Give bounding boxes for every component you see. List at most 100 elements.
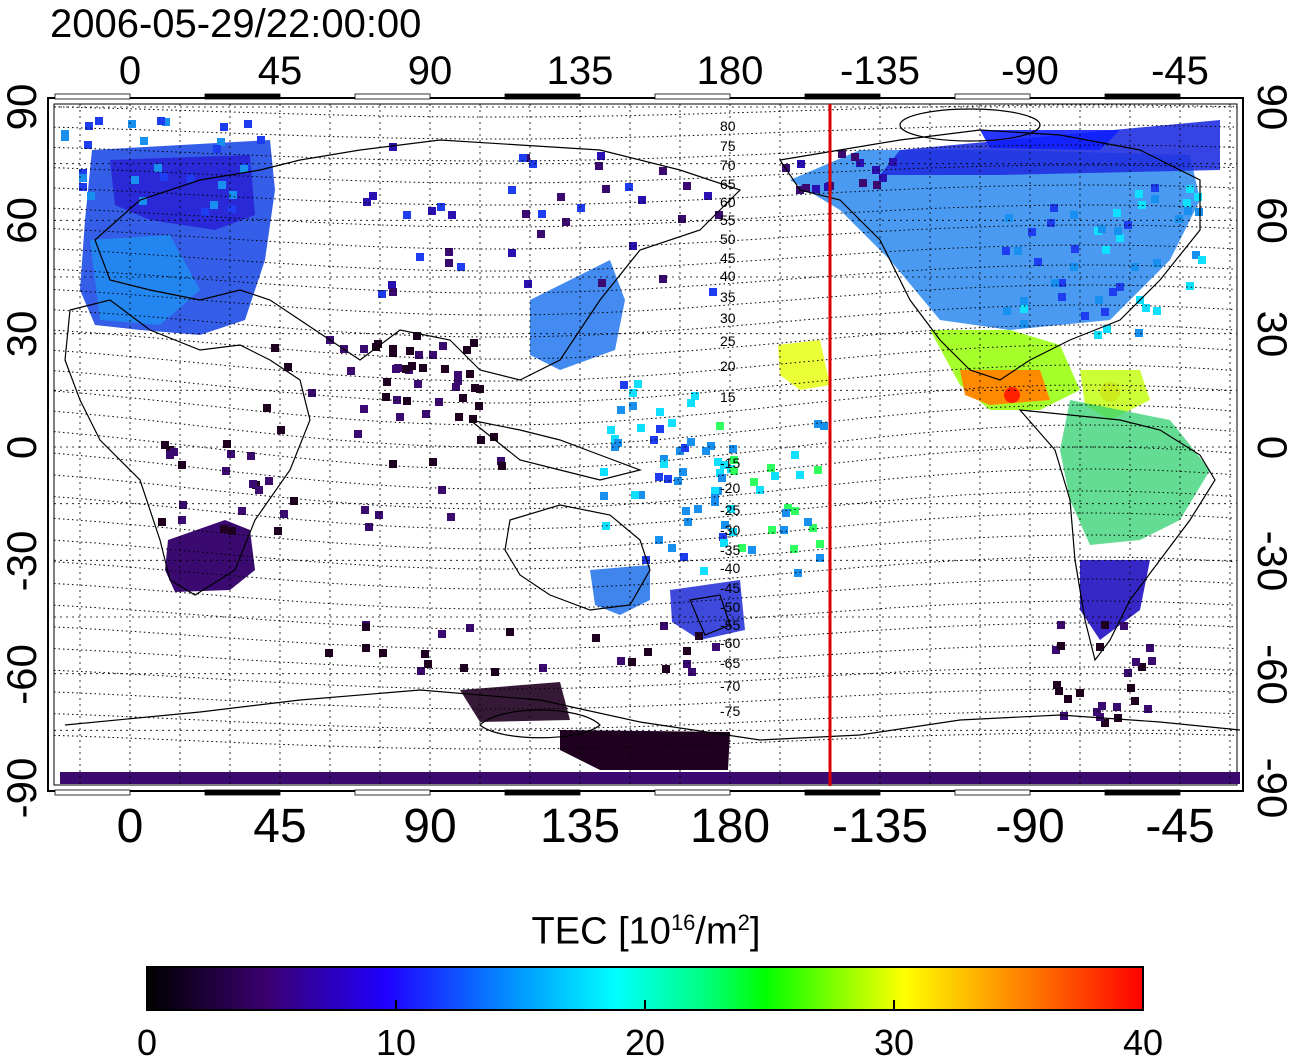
frame-tick-bar — [504, 93, 581, 100]
colorbar-ticks: 0 10 20 30 40 — [137, 1000, 1163, 1057]
contour-label: -40 — [720, 560, 740, 576]
tec-cell — [477, 436, 485, 444]
tec-cell — [222, 467, 230, 475]
tec-cell — [1148, 657, 1156, 665]
tec-cell — [557, 193, 565, 201]
tec-cell — [1071, 245, 1079, 253]
tec-cell — [637, 491, 645, 499]
tec-cell — [360, 345, 368, 353]
tec-cell — [435, 398, 443, 406]
tec-cell — [859, 179, 867, 187]
contour-label: -50 — [720, 599, 740, 615]
frame-tick-bar — [54, 93, 131, 100]
contour-line — [53, 164, 1235, 184]
tec-cell — [1051, 279, 1059, 287]
contour-label: -45 — [720, 580, 740, 596]
tec-cell — [655, 536, 663, 544]
tec-cell — [1186, 185, 1194, 193]
tec-cell — [87, 192, 95, 200]
tec-scatter-cells — [61, 117, 1206, 727]
contour-line — [53, 644, 1235, 670]
tec-cell — [519, 154, 527, 162]
tec-cell — [602, 522, 610, 530]
colorbar-title-unit: /m — [695, 910, 738, 953]
tec-cell — [228, 205, 236, 213]
x-tick-label-top: 45 — [258, 49, 303, 93]
tec-cell — [363, 198, 371, 206]
tec-cell — [290, 497, 298, 505]
tec-cell — [721, 521, 729, 529]
tec-cell — [816, 540, 824, 548]
tec-cell — [660, 455, 668, 463]
tec-cell — [362, 623, 370, 631]
tec-cell — [730, 467, 738, 475]
tec-cell — [396, 413, 404, 421]
tec-cell — [873, 181, 881, 189]
tec-cell — [1050, 204, 1058, 212]
contour-line — [53, 384, 1235, 426]
tec-cell — [213, 145, 221, 153]
contour-label: 60 — [720, 194, 736, 210]
tec-cell — [716, 422, 724, 430]
tec-cell — [240, 165, 248, 173]
tec-cell — [1113, 209, 1121, 217]
tec-cell — [750, 478, 758, 486]
tec-cell — [1034, 258, 1042, 266]
tec-cell — [244, 120, 252, 128]
colorbar-tick-label: 40 — [1123, 1022, 1163, 1057]
tec-cell — [1113, 703, 1121, 711]
tec-cell — [1195, 208, 1203, 216]
tec-cell — [577, 204, 585, 212]
tec-cell — [1116, 283, 1124, 291]
tec-cell — [838, 150, 846, 158]
contour-label: 35 — [720, 289, 736, 305]
colorbar-tick-label: 0 — [137, 1022, 157, 1057]
contour-label: 45 — [720, 250, 736, 266]
tec-cell — [1127, 684, 1135, 692]
tec-cell — [414, 380, 422, 388]
tec-cell — [238, 507, 246, 515]
tec-cell — [809, 524, 817, 532]
tec-cell — [131, 176, 139, 184]
tec-cell — [683, 182, 691, 190]
tec-cell — [1175, 215, 1183, 223]
tec-cell — [497, 457, 505, 465]
contour-line — [53, 688, 1235, 710]
tec-cell — [255, 486, 263, 494]
tec-cell — [668, 544, 676, 552]
tec-cell — [1070, 263, 1078, 271]
contour-line — [53, 204, 1235, 228]
tec-cell — [768, 526, 776, 534]
contour-line — [53, 344, 1235, 382]
frame-tick-bar — [1104, 789, 1181, 796]
x-tick-label-bottom: 90 — [403, 800, 456, 853]
tec-cell — [389, 288, 397, 296]
tec-cell — [738, 544, 746, 552]
tec-cell — [1101, 308, 1109, 316]
tec-cell — [524, 280, 532, 288]
tec-cell — [644, 648, 652, 656]
tec-cell — [452, 383, 460, 391]
tec-cell — [428, 207, 436, 215]
tec-cell — [600, 492, 608, 500]
x-tick-label-bottom: -135 — [832, 800, 928, 853]
x-tick-label-bottom: 135 — [540, 800, 620, 853]
tec-cell — [600, 468, 608, 476]
contour-line — [53, 512, 1235, 550]
tec-cell — [1020, 297, 1028, 305]
tec-cell — [522, 210, 530, 218]
tec-cell — [628, 658, 636, 666]
tec-cell — [508, 186, 516, 194]
tec-cell — [631, 491, 639, 499]
tec-cell — [271, 344, 279, 352]
y-tick-label-left: -90 — [0, 758, 45, 819]
tec-cell — [872, 166, 880, 174]
tec-cell — [668, 419, 676, 427]
tec-cell — [257, 136, 265, 144]
tec-cell — [662, 665, 670, 673]
y-tick-label-right: 30 — [1249, 311, 1292, 358]
y-axis-left-labels: 90 60 30 0 -30 -60 -90 — [0, 84, 45, 819]
tec-cell — [201, 208, 209, 216]
colorbar-title-unit-exponent: 2 — [737, 910, 750, 935]
x-tick-label-top: -135 — [840, 49, 920, 93]
